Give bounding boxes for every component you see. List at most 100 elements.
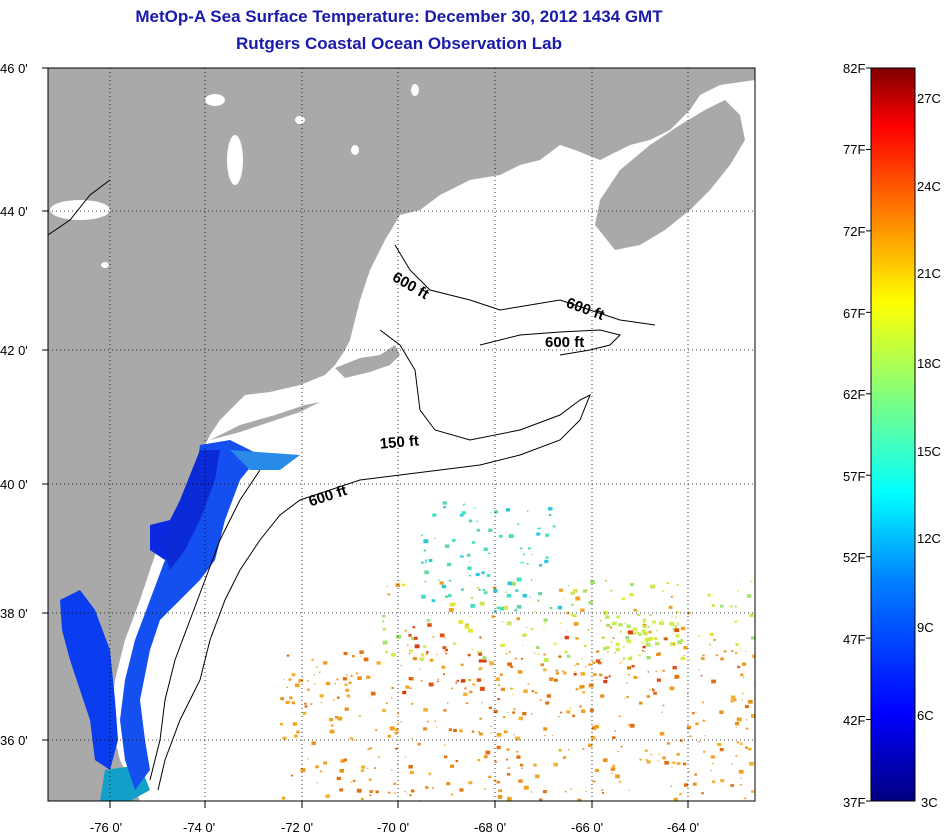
sst-pixel	[583, 644, 587, 647]
sst-pixel	[313, 674, 315, 676]
sst-pixel	[599, 658, 602, 660]
sst-pixel	[516, 577, 522, 582]
sst-pixel	[590, 580, 595, 584]
sst-pixel	[534, 691, 538, 694]
sst-pixel	[651, 687, 654, 690]
sst-pixel	[310, 703, 313, 705]
sst-pixel	[291, 774, 294, 777]
sst-pixel	[377, 756, 380, 758]
sst-pixel	[522, 553, 525, 556]
sst-pixel	[674, 628, 680, 633]
sst-pixel	[460, 663, 464, 667]
sst-pixel	[674, 625, 678, 628]
sst-pixel	[633, 675, 638, 679]
sst-pixel	[459, 729, 463, 733]
sst-pixel	[424, 580, 427, 583]
sst-pixel	[450, 793, 454, 796]
sst-pixel	[662, 756, 666, 760]
sst-pixel	[577, 798, 582, 801]
sst-pixel	[533, 652, 536, 654]
sst-pixel	[477, 759, 481, 762]
sst-pixel	[441, 665, 446, 669]
sst-pixel	[611, 622, 617, 626]
sst-pixel	[500, 687, 505, 691]
sst-pixel	[488, 528, 493, 532]
sst-pixel	[648, 636, 653, 641]
sst-pixel	[448, 728, 452, 731]
sst-pixel	[549, 677, 554, 681]
sst-pixel	[391, 686, 394, 689]
sst-pixel	[579, 705, 582, 708]
sst-pixel	[615, 774, 620, 779]
sst-pixel	[520, 547, 523, 550]
sst-pixel	[522, 712, 527, 716]
sst-pixel	[585, 589, 588, 591]
sst-pixel	[463, 503, 466, 505]
sst-pixel	[634, 632, 636, 634]
sst-pixel	[641, 629, 646, 633]
sst-pixel	[523, 689, 528, 694]
sst-pixel	[595, 650, 599, 653]
sst-pixel	[465, 623, 469, 626]
sst-pixel	[659, 621, 664, 626]
sst-pixel	[512, 694, 514, 696]
sst-pixel	[280, 697, 285, 701]
sst-pixel	[455, 759, 459, 763]
sst-pixel	[434, 720, 436, 722]
sst-pixel	[360, 655, 362, 657]
sst-pixel	[507, 581, 513, 586]
sst-pixel	[543, 658, 549, 662]
sst-pixel	[359, 650, 364, 654]
sst-pixel	[426, 618, 431, 622]
sst-pixel	[695, 722, 699, 726]
sst-pixel	[490, 725, 492, 728]
sst-pixel	[639, 758, 642, 761]
sst-pixel	[736, 717, 742, 722]
sst-pixel	[342, 677, 347, 681]
sst-pixel	[595, 725, 599, 729]
sst-pixel	[702, 657, 705, 659]
sst-pixel	[569, 707, 572, 709]
sst-pixel	[588, 683, 594, 688]
sst-pixel	[462, 504, 465, 506]
sst-pixel	[729, 605, 733, 608]
sst-pixel	[580, 709, 586, 713]
sst-pixel	[642, 621, 646, 624]
sst-pixel	[720, 604, 724, 608]
colorbar-c-label: 3C	[921, 795, 938, 810]
sst-pixel	[723, 650, 727, 653]
sst-pixel	[368, 747, 371, 750]
sst-pixel	[285, 701, 290, 705]
sst-pixel	[740, 778, 742, 779]
sst-pixel	[497, 795, 503, 799]
sst-pixel	[748, 699, 753, 704]
sst-pixel	[544, 735, 546, 737]
sst-pixel	[396, 712, 400, 715]
sst-pixel	[738, 769, 744, 774]
sst-pixel	[610, 641, 613, 643]
sst-pixel	[350, 675, 353, 677]
sst-pixel	[479, 732, 483, 736]
sst-pixel	[734, 620, 738, 623]
sst-pixel	[370, 747, 373, 749]
sst-pixel	[517, 670, 523, 674]
sst-pixel	[537, 527, 540, 530]
sst-pixel	[670, 642, 676, 647]
sst-pixel	[356, 788, 362, 793]
sst-pixel	[463, 692, 468, 697]
colorbar-gradient	[870, 67, 916, 802]
sst-pixel	[334, 683, 337, 685]
colorbar-c-label: 27C	[917, 91, 941, 106]
sst-pixel	[711, 762, 714, 765]
sst-pixel	[493, 589, 498, 593]
sst-pixel	[385, 650, 389, 654]
sst-pixel	[650, 753, 653, 756]
sst-pixel	[419, 657, 424, 661]
lon-label: -72 0'	[281, 820, 313, 835]
longitude-labels: -76 0' -74 0' -72 0' -70 0' -68 0' -66 0…	[90, 820, 699, 835]
sst-pixel	[614, 730, 617, 732]
sst-pixel	[603, 679, 608, 684]
sst-pixel	[479, 717, 482, 720]
sst-pixel	[298, 678, 303, 683]
sst-pixel	[514, 657, 517, 660]
